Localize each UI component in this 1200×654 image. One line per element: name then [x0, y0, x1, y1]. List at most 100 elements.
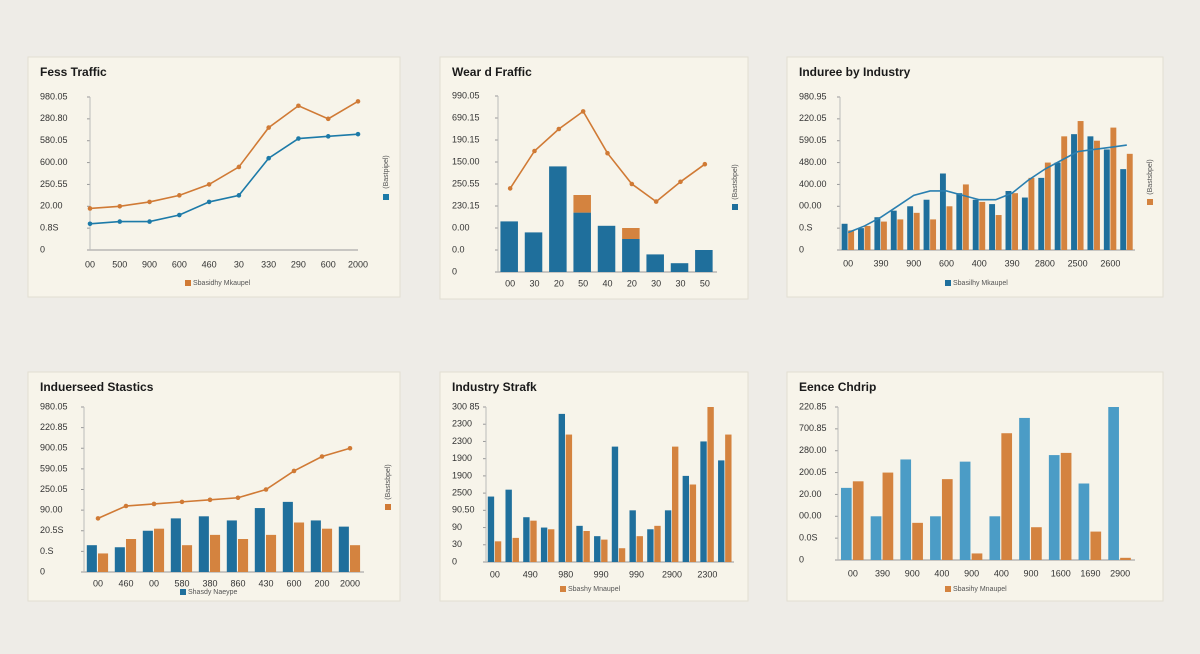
bar: [1044, 162, 1051, 250]
bar: [1087, 136, 1094, 250]
x-tick-label: 00: [85, 259, 95, 269]
x-tick-label: 20: [627, 278, 637, 288]
x-tick-label: 600: [939, 258, 954, 268]
legend-swatch: [180, 589, 186, 595]
point: [532, 148, 537, 154]
legend-label: (Bastpipel): [383, 155, 390, 188]
bar: [1077, 121, 1084, 251]
point: [87, 206, 93, 211]
point: [325, 134, 331, 139]
x-tick-label: 290: [291, 259, 306, 269]
bar: [646, 254, 664, 272]
bar: [700, 441, 707, 562]
x-tick-label: 600: [172, 259, 187, 269]
y-tick-label: 00.00: [799, 511, 822, 521]
y-tick-label: 30: [452, 539, 462, 549]
bar: [500, 221, 518, 272]
bar: [558, 413, 566, 562]
x-tick-label: 600: [286, 578, 301, 588]
x-tick-label: 200: [314, 578, 329, 588]
bar: [126, 539, 137, 572]
legend-swatch: [560, 586, 566, 592]
x-tick-label: 900: [142, 259, 157, 269]
bar: [1038, 177, 1045, 250]
bar: [913, 212, 920, 250]
point: [235, 495, 241, 501]
bar: [971, 553, 983, 560]
x-tick-label: 30: [234, 259, 244, 269]
legend-label: (Bastsbpel): [385, 464, 392, 499]
legend-label: (Bastsbpel): [732, 164, 739, 199]
x-tick-label: 1600: [1051, 568, 1071, 578]
legend-label: Sbashy Mnaupel: [568, 586, 621, 593]
y-tick-label: 0: [452, 556, 457, 566]
y-tick-label: 90.50: [452, 505, 475, 515]
y-tick-label: 980.05: [40, 91, 68, 101]
bar: [611, 446, 619, 562]
bar: [941, 479, 953, 560]
bar: [182, 545, 193, 572]
x-tick-label: 400: [934, 568, 949, 578]
y-tick-label: 0.S: [40, 546, 54, 556]
x-tick-label: 330: [261, 259, 276, 269]
bar: [995, 215, 1002, 250]
y-tick-label: 2500: [452, 487, 472, 497]
y-tick-label: 590.05: [799, 135, 827, 145]
bar: [890, 210, 897, 250]
bar: [1048, 455, 1060, 560]
panel: [786, 56, 1164, 298]
point: [325, 116, 331, 122]
point: [319, 454, 325, 459]
bar: [310, 520, 321, 572]
bar: [989, 516, 1001, 560]
bar: [524, 232, 543, 272]
x-tick-label: 400: [972, 258, 987, 268]
bar: [282, 501, 293, 572]
bar: [210, 534, 221, 572]
bar: [294, 522, 305, 572]
y-tick-label: 200.05: [799, 467, 827, 477]
y-tick-label: 690.15: [452, 112, 480, 122]
bar: [622, 228, 640, 239]
y-tick-label: 590.05: [40, 463, 68, 473]
x-tick-label: 460: [118, 578, 133, 588]
point: [296, 136, 301, 141]
bar: [540, 527, 548, 562]
y-tick-label: 0: [40, 244, 45, 254]
point: [147, 219, 152, 224]
bar: [1108, 407, 1119, 560]
x-tick-label: 580: [174, 578, 189, 588]
bar: [840, 487, 852, 560]
x-tick-label: 2300: [697, 569, 717, 579]
bar: [254, 508, 265, 572]
point: [177, 193, 182, 198]
bar: [549, 166, 567, 272]
y-tick-label: 0: [452, 266, 457, 276]
bar: [505, 489, 512, 562]
y-tick-label: 250.55: [452, 178, 480, 188]
bar: [852, 481, 864, 560]
x-tick-label: 30: [529, 278, 539, 288]
y-tick-label: 990.05: [452, 90, 480, 100]
bar: [689, 484, 697, 562]
bar: [874, 217, 881, 250]
point: [296, 103, 301, 109]
y-tick-label: 190.15: [452, 134, 480, 144]
point: [629, 181, 635, 187]
chart-title: Industry Strafk: [452, 380, 537, 394]
y-tick-label: 0: [40, 566, 45, 576]
bar: [622, 239, 640, 272]
y-tick-label: 700.85: [799, 423, 827, 433]
point: [206, 182, 212, 187]
x-tick-label: 20: [554, 278, 564, 288]
x-tick-label: 2600: [1100, 258, 1120, 268]
y-tick-label: 90.00: [40, 505, 63, 515]
bar: [672, 446, 679, 562]
bar: [962, 184, 969, 250]
bar: [907, 206, 914, 250]
x-tick-label: 460: [202, 259, 217, 269]
bar: [900, 459, 912, 560]
bar: [86, 545, 97, 572]
y-tick-label: 90: [452, 522, 462, 532]
